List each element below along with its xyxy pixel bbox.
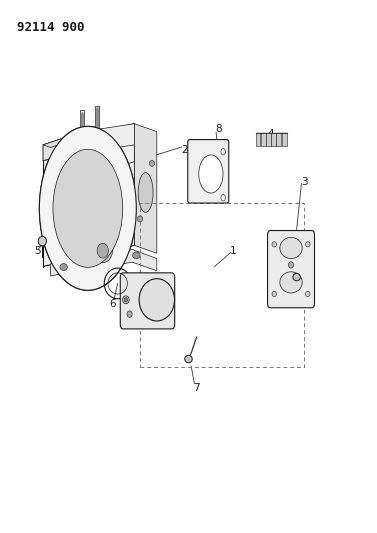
FancyBboxPatch shape xyxy=(268,231,314,308)
Ellipse shape xyxy=(280,237,302,259)
Bar xyxy=(266,133,271,146)
Polygon shape xyxy=(43,134,82,148)
Ellipse shape xyxy=(60,264,67,270)
Ellipse shape xyxy=(97,243,108,258)
Ellipse shape xyxy=(39,126,136,290)
Text: 1: 1 xyxy=(230,246,236,256)
Polygon shape xyxy=(43,124,135,266)
Ellipse shape xyxy=(272,292,276,297)
Text: 3: 3 xyxy=(301,177,307,187)
Text: 2: 2 xyxy=(181,145,188,155)
Text: 5: 5 xyxy=(34,246,41,256)
Bar xyxy=(271,133,276,146)
Polygon shape xyxy=(43,124,135,161)
Ellipse shape xyxy=(127,311,132,317)
Polygon shape xyxy=(135,124,157,253)
Polygon shape xyxy=(43,134,75,161)
FancyBboxPatch shape xyxy=(188,140,229,203)
Polygon shape xyxy=(51,249,157,276)
Bar xyxy=(256,133,261,146)
Ellipse shape xyxy=(293,273,300,281)
Ellipse shape xyxy=(272,241,276,247)
Ellipse shape xyxy=(199,155,223,193)
Text: 92114 900: 92114 900 xyxy=(17,21,84,34)
Ellipse shape xyxy=(53,149,123,268)
Ellipse shape xyxy=(138,173,153,212)
Text: 4: 4 xyxy=(267,130,274,139)
Ellipse shape xyxy=(185,356,192,363)
Ellipse shape xyxy=(39,126,136,290)
Ellipse shape xyxy=(138,216,143,222)
Ellipse shape xyxy=(133,252,140,259)
Ellipse shape xyxy=(288,262,294,268)
Text: 6: 6 xyxy=(109,298,115,309)
Bar xyxy=(140,203,304,367)
Ellipse shape xyxy=(306,292,310,297)
Text: 8: 8 xyxy=(215,124,222,134)
Bar xyxy=(282,133,287,146)
Ellipse shape xyxy=(124,298,127,302)
Ellipse shape xyxy=(93,239,112,263)
Ellipse shape xyxy=(163,311,168,317)
Ellipse shape xyxy=(306,241,310,247)
Ellipse shape xyxy=(221,149,225,155)
Text: 7: 7 xyxy=(282,290,289,301)
Ellipse shape xyxy=(149,160,155,166)
Text: 7: 7 xyxy=(193,383,199,393)
Ellipse shape xyxy=(53,149,123,268)
Ellipse shape xyxy=(280,272,302,293)
Bar xyxy=(276,133,281,146)
Ellipse shape xyxy=(123,296,129,304)
Bar xyxy=(261,133,266,146)
FancyBboxPatch shape xyxy=(120,273,175,329)
Ellipse shape xyxy=(221,195,225,201)
Ellipse shape xyxy=(139,279,175,321)
Ellipse shape xyxy=(38,236,46,246)
